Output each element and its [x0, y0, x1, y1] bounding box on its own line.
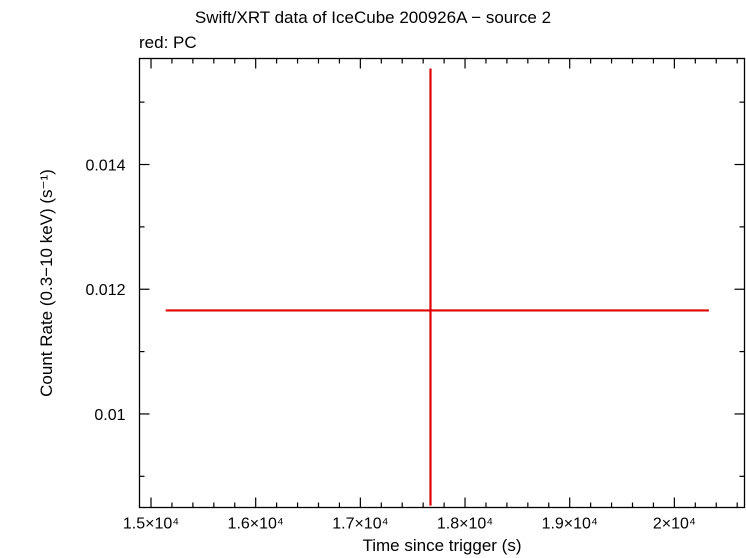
y-tick-label: 0.014	[85, 158, 125, 175]
chart-title: Swift/XRT data of IceCube 200926A − sour…	[194, 8, 552, 27]
x-tick-label: 1.7×10⁴	[332, 516, 388, 533]
x-axis-label: Time since trigger (s)	[362, 536, 522, 555]
y-tick-label: 0.01	[94, 407, 125, 424]
plot-frame	[138, 57, 746, 509]
x-tick-label: 1.6×10⁴	[228, 516, 284, 533]
x-tick-label: 2×10⁴	[653, 516, 696, 533]
y-tick-label: 0.012	[85, 282, 125, 299]
x-tick-label: 1.8×10⁴	[437, 516, 493, 533]
x-tick-label: 1.5×10⁴	[123, 516, 179, 533]
chart-subtitle: red: PC	[139, 33, 197, 52]
x-tick-label: 1.9×10⁴	[542, 516, 598, 533]
